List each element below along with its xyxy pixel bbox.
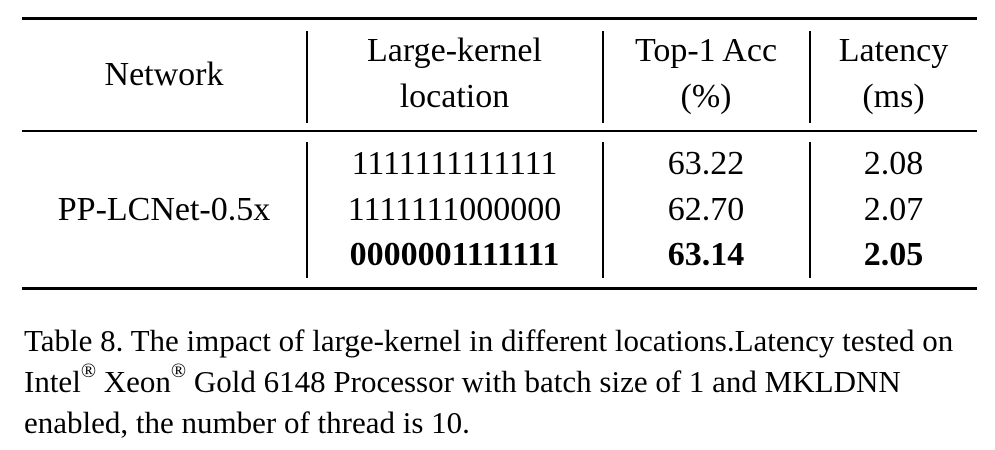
header-network: Network [104,56,224,93]
caption-text-3: Gold 6148 Processor with batch size of 1… [24,364,901,440]
row2-latency: 2.07 [863,191,924,228]
row3-acc: 63.14 [667,236,745,273]
header-latency-line2: (ms) [862,78,925,115]
header-acc-line1: Top-1 Acc [634,32,778,69]
registered-mark-2: ® [170,359,187,382]
caption-text-2: Xeon [96,364,171,399]
table-caption: Table 8. The impact of large-kernel in d… [24,320,974,443]
header-divider-1 [306,31,308,123]
header-divider-3 [809,31,811,123]
row2-acc: 62.70 [667,191,745,228]
body-divider-1 [306,142,308,278]
table-bottom-rule [22,287,977,290]
body-divider-3 [809,142,811,278]
caption-text-1: Table 8. The impact of large-kernel in d… [24,323,954,399]
body-divider-2 [602,142,604,278]
row1-latency: 2.08 [863,145,924,182]
row1-acc: 63.22 [667,145,745,182]
row2-location: 1111111000000 [347,191,562,228]
row3-latency: 2.05 [863,236,924,273]
row1-location: 1111111111111 [351,145,558,182]
header-acc-line2: (%) [680,78,732,115]
header-latency-line1: Latency [838,32,949,69]
header-location-line1: Large-kernel [367,32,542,69]
network-name-cell: PP-LCNet-0.5x [57,191,271,228]
registered-mark-1: ® [80,359,97,382]
header-divider-2 [602,31,604,123]
header-location-line2: location [399,78,510,115]
row3-location: 0000001111111 [349,236,560,273]
table-top-rule [22,17,977,20]
table-header-rule [22,130,977,132]
